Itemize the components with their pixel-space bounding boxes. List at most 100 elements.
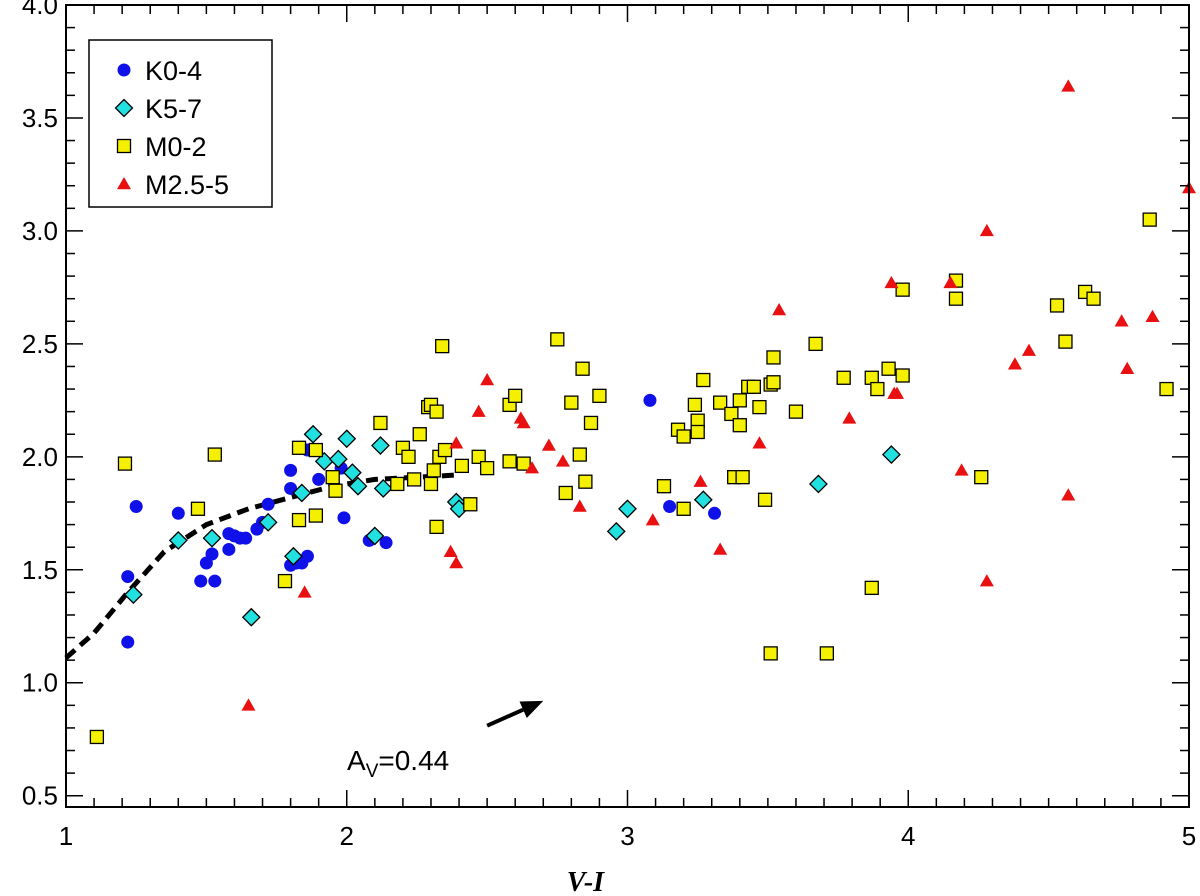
data-point-m2-5-5 bbox=[954, 463, 969, 476]
data-point-m0-2 bbox=[437, 442, 453, 458]
y-tick-label: 0.5 bbox=[22, 781, 58, 811]
data-point-k5-7 bbox=[328, 449, 348, 469]
y-tick-label: 2.0 bbox=[22, 442, 58, 472]
data-point-m0-2 bbox=[117, 456, 133, 471]
extinction-label-subscript: V bbox=[366, 761, 379, 782]
data-point-m0-2 bbox=[746, 379, 761, 394]
data-point-m2-5-5 bbox=[979, 223, 994, 237]
data-point-m0-2 bbox=[687, 397, 703, 413]
data-point-m0-2 bbox=[207, 447, 222, 462]
data-point-m2-5-5 bbox=[1120, 361, 1135, 374]
data-point-m0-2 bbox=[401, 449, 416, 464]
data-point-m0-2 bbox=[583, 415, 599, 431]
data-point-m0-2 bbox=[564, 395, 579, 410]
legend-item-m0-2: M0-2 bbox=[116, 132, 207, 162]
data-point-m0-2 bbox=[291, 512, 307, 528]
data-point-k5-7 bbox=[348, 476, 368, 496]
data-point-k5-7 bbox=[606, 521, 626, 541]
data-point-m0-2 bbox=[757, 492, 773, 507]
data-point-m0-2 bbox=[836, 370, 851, 385]
data-point-m0-2 bbox=[948, 291, 964, 306]
data-point-m0-2 bbox=[895, 368, 910, 383]
data-point-m0-2 bbox=[516, 456, 531, 471]
data-point-m0-2 bbox=[426, 463, 441, 478]
data-point-m0-2 bbox=[895, 282, 910, 297]
data-point-m0-2 bbox=[690, 424, 705, 440]
data-point-m0-2 bbox=[435, 338, 450, 354]
y-tick-label: 1.0 bbox=[22, 668, 58, 698]
data-point-m0-2 bbox=[328, 483, 343, 498]
x-tick-label: 3 bbox=[620, 821, 634, 851]
data-point-m2-5-5 bbox=[645, 513, 660, 526]
data-point-k5-7 bbox=[241, 607, 261, 627]
data-point-m0-2 bbox=[572, 447, 587, 462]
data-point-k5-7 bbox=[337, 429, 357, 449]
data-point-m0-2 bbox=[676, 429, 691, 444]
data-point-k0-4 bbox=[379, 536, 393, 550]
data-point-m0-2 bbox=[696, 372, 711, 388]
data-point-m0-2 bbox=[479, 460, 495, 476]
legend-marker-k5-7 bbox=[114, 98, 134, 118]
data-point-m2-5-5 bbox=[443, 544, 458, 557]
legend-label-k0-4: K0-4 bbox=[145, 56, 202, 86]
data-point-k0-4 bbox=[337, 511, 351, 525]
data-point-m2-5-5 bbox=[979, 574, 994, 587]
data-point-m0-2 bbox=[308, 508, 324, 523]
data-point-k0-4 bbox=[205, 547, 219, 561]
data-point-m2-5-5 bbox=[572, 499, 587, 512]
data-point-m0-2 bbox=[463, 497, 478, 512]
data-point-m0-2 bbox=[471, 449, 486, 464]
data-point-k5-7 bbox=[373, 479, 393, 498]
data-point-k0-4 bbox=[208, 574, 222, 588]
series-m2-5-5 bbox=[241, 79, 1196, 711]
series-m0-2 bbox=[89, 212, 1174, 745]
data-point-k0-4 bbox=[300, 549, 314, 563]
data-point-m0-2 bbox=[89, 729, 105, 745]
data-point-m2-5-5 bbox=[555, 454, 570, 467]
data-point-k0-4 bbox=[194, 574, 208, 588]
data-point-k0-4 bbox=[129, 500, 143, 514]
data-point-m2-5-5 bbox=[890, 386, 905, 399]
legend-marker-m2-5-5 bbox=[117, 177, 131, 190]
data-point-m0-2 bbox=[390, 476, 405, 492]
extinction-vector-annotation: AV=0.44 bbox=[347, 700, 544, 782]
reference-curve-dashed bbox=[64, 472, 460, 660]
data-point-m2-5-5 bbox=[471, 404, 486, 417]
data-point-m0-2 bbox=[508, 388, 523, 403]
data-point-m0-2 bbox=[763, 646, 778, 661]
data-point-k0-4 bbox=[312, 472, 326, 486]
data-point-m2-5-5 bbox=[241, 698, 256, 711]
data-point-k5-7 bbox=[258, 512, 278, 532]
data-point-m0-2 bbox=[724, 406, 739, 422]
data-point-m2-5-5 bbox=[752, 436, 767, 449]
legend-label-k5-7: K5-7 bbox=[145, 94, 202, 124]
data-point-m0-2 bbox=[676, 501, 691, 516]
data-point-m2-5-5 bbox=[1061, 488, 1076, 501]
data-point-k5-7 bbox=[881, 445, 901, 464]
y-tick-label: 2.5 bbox=[22, 329, 58, 359]
extinction-label-value: =0.44 bbox=[378, 745, 449, 776]
reference-curve-layer bbox=[64, 472, 460, 660]
x-tick-label: 2 bbox=[340, 821, 354, 851]
data-point-m2-5-5 bbox=[713, 542, 728, 555]
data-point-m0-2 bbox=[373, 415, 388, 431]
data-point-m0-2 bbox=[429, 404, 444, 419]
data-point-m2-5-5 bbox=[297, 585, 312, 598]
data-point-m0-2 bbox=[1049, 298, 1065, 313]
data-point-m2-5-5 bbox=[884, 275, 899, 289]
data-point-m0-2 bbox=[592, 388, 607, 403]
extinction-label-main: A bbox=[347, 745, 366, 776]
data-point-m0-2 bbox=[732, 393, 747, 408]
legend-label-m0-2: M0-2 bbox=[145, 132, 207, 162]
data-point-k0-4 bbox=[708, 506, 722, 520]
data-point-m0-2 bbox=[732, 418, 747, 433]
data-point-k5-7 bbox=[618, 499, 637, 519]
data-point-m2-5-5 bbox=[1114, 314, 1129, 327]
legend: K0-4 K5-7 M0-2 M2.5-5 bbox=[88, 39, 273, 208]
data-point-m0-2 bbox=[558, 485, 573, 501]
data-point-m0-2 bbox=[1142, 212, 1157, 227]
data-point-m0-2 bbox=[1086, 291, 1101, 306]
data-point-m2-5-5 bbox=[772, 302, 787, 316]
data-point-m0-2 bbox=[656, 479, 672, 494]
data-point-m0-2 bbox=[291, 440, 307, 455]
